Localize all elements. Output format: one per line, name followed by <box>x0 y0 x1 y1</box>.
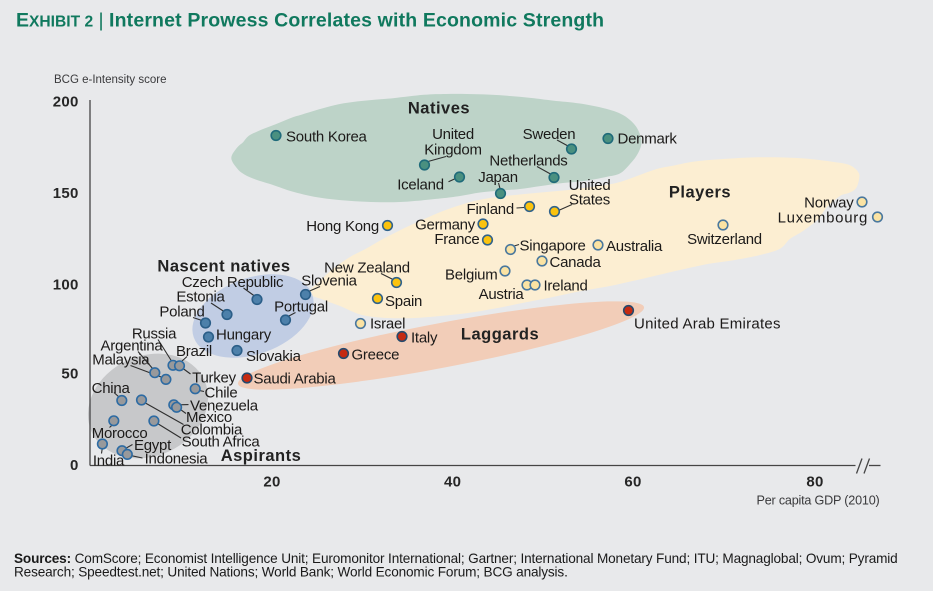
svg-text:Portugal: Portugal <box>274 299 328 316</box>
svg-text:Morocco: Morocco <box>92 425 148 442</box>
svg-text:Indonesia: Indonesia <box>145 451 209 468</box>
svg-text:Australia: Australia <box>606 238 663 255</box>
svg-text:Canada: Canada <box>550 254 602 271</box>
svg-text:South Africa: South Africa <box>182 434 261 451</box>
svg-text:South Korea: South Korea <box>286 129 368 146</box>
svg-text:BCG e-Intensity score: BCG e-Intensity score <box>54 74 166 86</box>
svg-text:Singapore: Singapore <box>520 238 586 255</box>
svg-text:Poland: Poland <box>159 304 204 321</box>
svg-text:Netherlands: Netherlands <box>489 153 567 170</box>
svg-text:Hong Kong: Hong Kong <box>306 218 379 235</box>
svg-text:France: France <box>434 231 479 248</box>
svg-text:Belgium: Belgium <box>445 267 497 284</box>
svg-text:Venezuela: Venezuela <box>190 398 259 415</box>
svg-text:60: 60 <box>624 474 641 491</box>
svg-text:Kingdom: Kingdom <box>424 142 481 159</box>
svg-text:Spain: Spain <box>385 293 422 310</box>
svg-text:Switzerland: Switzerland <box>687 231 762 248</box>
svg-text:0: 0 <box>70 457 79 474</box>
svg-text:Slovenia: Slovenia <box>301 273 357 290</box>
svg-text:Saudi Arabia: Saudi Arabia <box>254 371 337 388</box>
svg-text:Per capita GDP (2010): Per capita GDP (2010) <box>757 494 880 508</box>
svg-text:Argentina: Argentina <box>101 338 164 355</box>
svg-text:EXHIBIT 2 | Internet Prowess C: EXHIBIT 2 | Internet Prowess Correlates … <box>16 10 604 32</box>
svg-text:80: 80 <box>806 474 823 491</box>
svg-text:Mexico: Mexico <box>186 409 232 426</box>
svg-text:40: 40 <box>444 474 461 491</box>
svg-text:China: China <box>92 380 131 397</box>
svg-text:United Arab Emirates: United Arab Emirates <box>634 316 781 333</box>
svg-text:Estonia: Estonia <box>176 289 225 306</box>
svg-text:200: 200 <box>53 94 79 111</box>
svg-text:States: States <box>569 192 610 209</box>
svg-text:Denmark: Denmark <box>618 131 678 148</box>
svg-text:Iceland: Iceland <box>397 177 444 194</box>
svg-text:Research; Speedtest.net; Unite: Research; Speedtest.net; United Nations;… <box>14 565 568 580</box>
svg-text:100: 100 <box>53 277 79 294</box>
svg-text:Italy: Italy <box>411 330 438 347</box>
svg-text:Nascent natives: Nascent natives <box>157 258 290 276</box>
svg-text:Luxembourg: Luxembourg <box>778 210 868 227</box>
svg-text:India: India <box>93 453 125 470</box>
svg-text:Natives: Natives <box>408 100 470 118</box>
svg-text:Colombia: Colombia <box>181 422 243 439</box>
svg-text:Laggards: Laggards <box>461 326 539 344</box>
svg-text:Norway: Norway <box>804 195 854 212</box>
svg-text:Egypt: Egypt <box>134 437 172 454</box>
svg-text:Brazil: Brazil <box>176 343 212 360</box>
svg-text:Finland: Finland <box>467 201 514 218</box>
svg-text:Germany: Germany <box>415 217 476 234</box>
svg-text:Greece: Greece <box>352 347 400 364</box>
svg-text:Ireland: Ireland <box>544 278 588 295</box>
svg-text:20: 20 <box>263 474 280 491</box>
svg-text:New Zealand: New Zealand <box>324 260 410 277</box>
svg-text:Chile: Chile <box>205 385 238 402</box>
svg-text:50: 50 <box>61 366 78 383</box>
svg-text:150: 150 <box>53 185 79 202</box>
svg-text:Aspirants: Aspirants <box>221 447 302 465</box>
svg-text:United: United <box>432 126 474 143</box>
svg-text:Sources: ComScore; Economist I: Sources: ComScore; Economist Intelligenc… <box>14 551 898 566</box>
svg-text:Turkey: Turkey <box>192 370 237 387</box>
svg-text:Slovakia: Slovakia <box>246 348 302 365</box>
svg-text:United: United <box>569 177 611 194</box>
svg-text:Players: Players <box>669 184 731 202</box>
svg-text:Malaysia: Malaysia <box>92 352 150 369</box>
svg-text:Hungary: Hungary <box>216 327 272 344</box>
svg-text:Japan: Japan <box>478 169 518 186</box>
svg-text:Czech Republic: Czech Republic <box>182 274 284 291</box>
svg-text:Austria: Austria <box>479 286 525 303</box>
svg-text:Sweden: Sweden <box>523 126 576 143</box>
svg-text:Russia: Russia <box>132 325 177 342</box>
svg-text:Israel: Israel <box>370 316 405 333</box>
